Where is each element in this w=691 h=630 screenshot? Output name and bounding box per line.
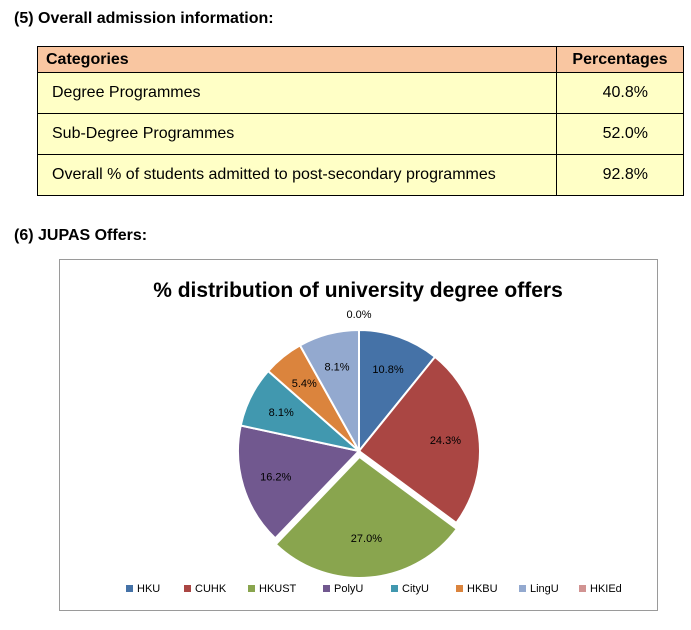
legend-item-cityu: CityU bbox=[391, 583, 429, 595]
legend-item-hkust: HKUST bbox=[248, 583, 297, 595]
data-label-hkust: 27.0% bbox=[351, 533, 382, 545]
legend-swatch bbox=[519, 585, 526, 592]
pie-slice-cuhk bbox=[357, 355, 481, 525]
legend-item-hkied: HKIEd bbox=[579, 583, 622, 595]
legend-item-hku: HKU bbox=[126, 583, 160, 595]
chart-title: % distribution of university degree offe… bbox=[153, 279, 563, 302]
pie-slice-polyu bbox=[237, 424, 361, 540]
pie-slice-hkust bbox=[274, 455, 459, 579]
legend-item-lingu: LingU bbox=[519, 583, 559, 595]
admission-table: Categories Percentages Degree Programmes… bbox=[37, 46, 684, 196]
legend-swatch bbox=[126, 585, 133, 592]
pie-chart: % distribution of university degree offe… bbox=[126, 279, 622, 595]
category-cell: Degree Programmes bbox=[37, 72, 557, 114]
legend-label: CUHK bbox=[195, 583, 227, 595]
column-header-percentages: Percentages bbox=[556, 46, 684, 73]
data-label-lingu: 8.1% bbox=[325, 362, 350, 374]
legend-label: HKUST bbox=[259, 583, 297, 595]
data-label-polyu: 16.2% bbox=[260, 472, 291, 484]
pie-slice-lingu bbox=[298, 328, 360, 455]
percentage-cell: 40.8% bbox=[556, 72, 684, 114]
legend-label: PolyU bbox=[334, 583, 363, 595]
data-label-cityu: 8.1% bbox=[269, 407, 294, 419]
section-5-heading: (5) Overall admission information: bbox=[14, 10, 274, 27]
data-label-hku: 10.8% bbox=[372, 364, 403, 376]
legend-item-cuhk: CUHK bbox=[184, 583, 227, 595]
pie-chart-panel: % distribution of university degree offe… bbox=[59, 259, 658, 611]
legend-swatch bbox=[456, 585, 463, 592]
category-cell: Overall % of students admitted to post-s… bbox=[37, 154, 557, 196]
category-cell: Sub-Degree Programmes bbox=[37, 113, 557, 155]
table-row: Overall % of students admitted to post-s… bbox=[37, 154, 684, 196]
legend-swatch bbox=[391, 585, 398, 592]
data-label-hkbu: 5.4% bbox=[292, 378, 317, 390]
percentage-cell: 52.0% bbox=[556, 113, 684, 155]
legend-swatch bbox=[248, 585, 255, 592]
legend-label: HKIEd bbox=[590, 583, 622, 595]
legend-label: LingU bbox=[530, 583, 559, 595]
legend-label: HKBU bbox=[467, 583, 498, 595]
legend-label: CityU bbox=[402, 583, 429, 595]
legend-item-polyu: PolyU bbox=[323, 583, 363, 595]
legend-swatch bbox=[184, 585, 191, 592]
column-header-categories: Categories bbox=[37, 46, 557, 73]
data-label-hkied: 0.0% bbox=[346, 309, 371, 321]
percentage-cell: 92.8% bbox=[556, 154, 684, 196]
legend-label: HKU bbox=[137, 583, 160, 595]
legend-swatch bbox=[323, 585, 330, 592]
data-label-cuhk: 24.3% bbox=[430, 435, 461, 447]
table-row: Sub-Degree Programmes 52.0% bbox=[37, 113, 684, 155]
table-header-row: Categories Percentages bbox=[37, 46, 684, 73]
table-row: Degree Programmes 40.8% bbox=[37, 72, 684, 114]
legend-item-hkbu: HKBU bbox=[456, 583, 498, 595]
section-6-heading: (6) JUPAS Offers: bbox=[14, 227, 148, 244]
pie-slice-hku bbox=[358, 328, 437, 454]
legend-swatch bbox=[579, 585, 586, 592]
